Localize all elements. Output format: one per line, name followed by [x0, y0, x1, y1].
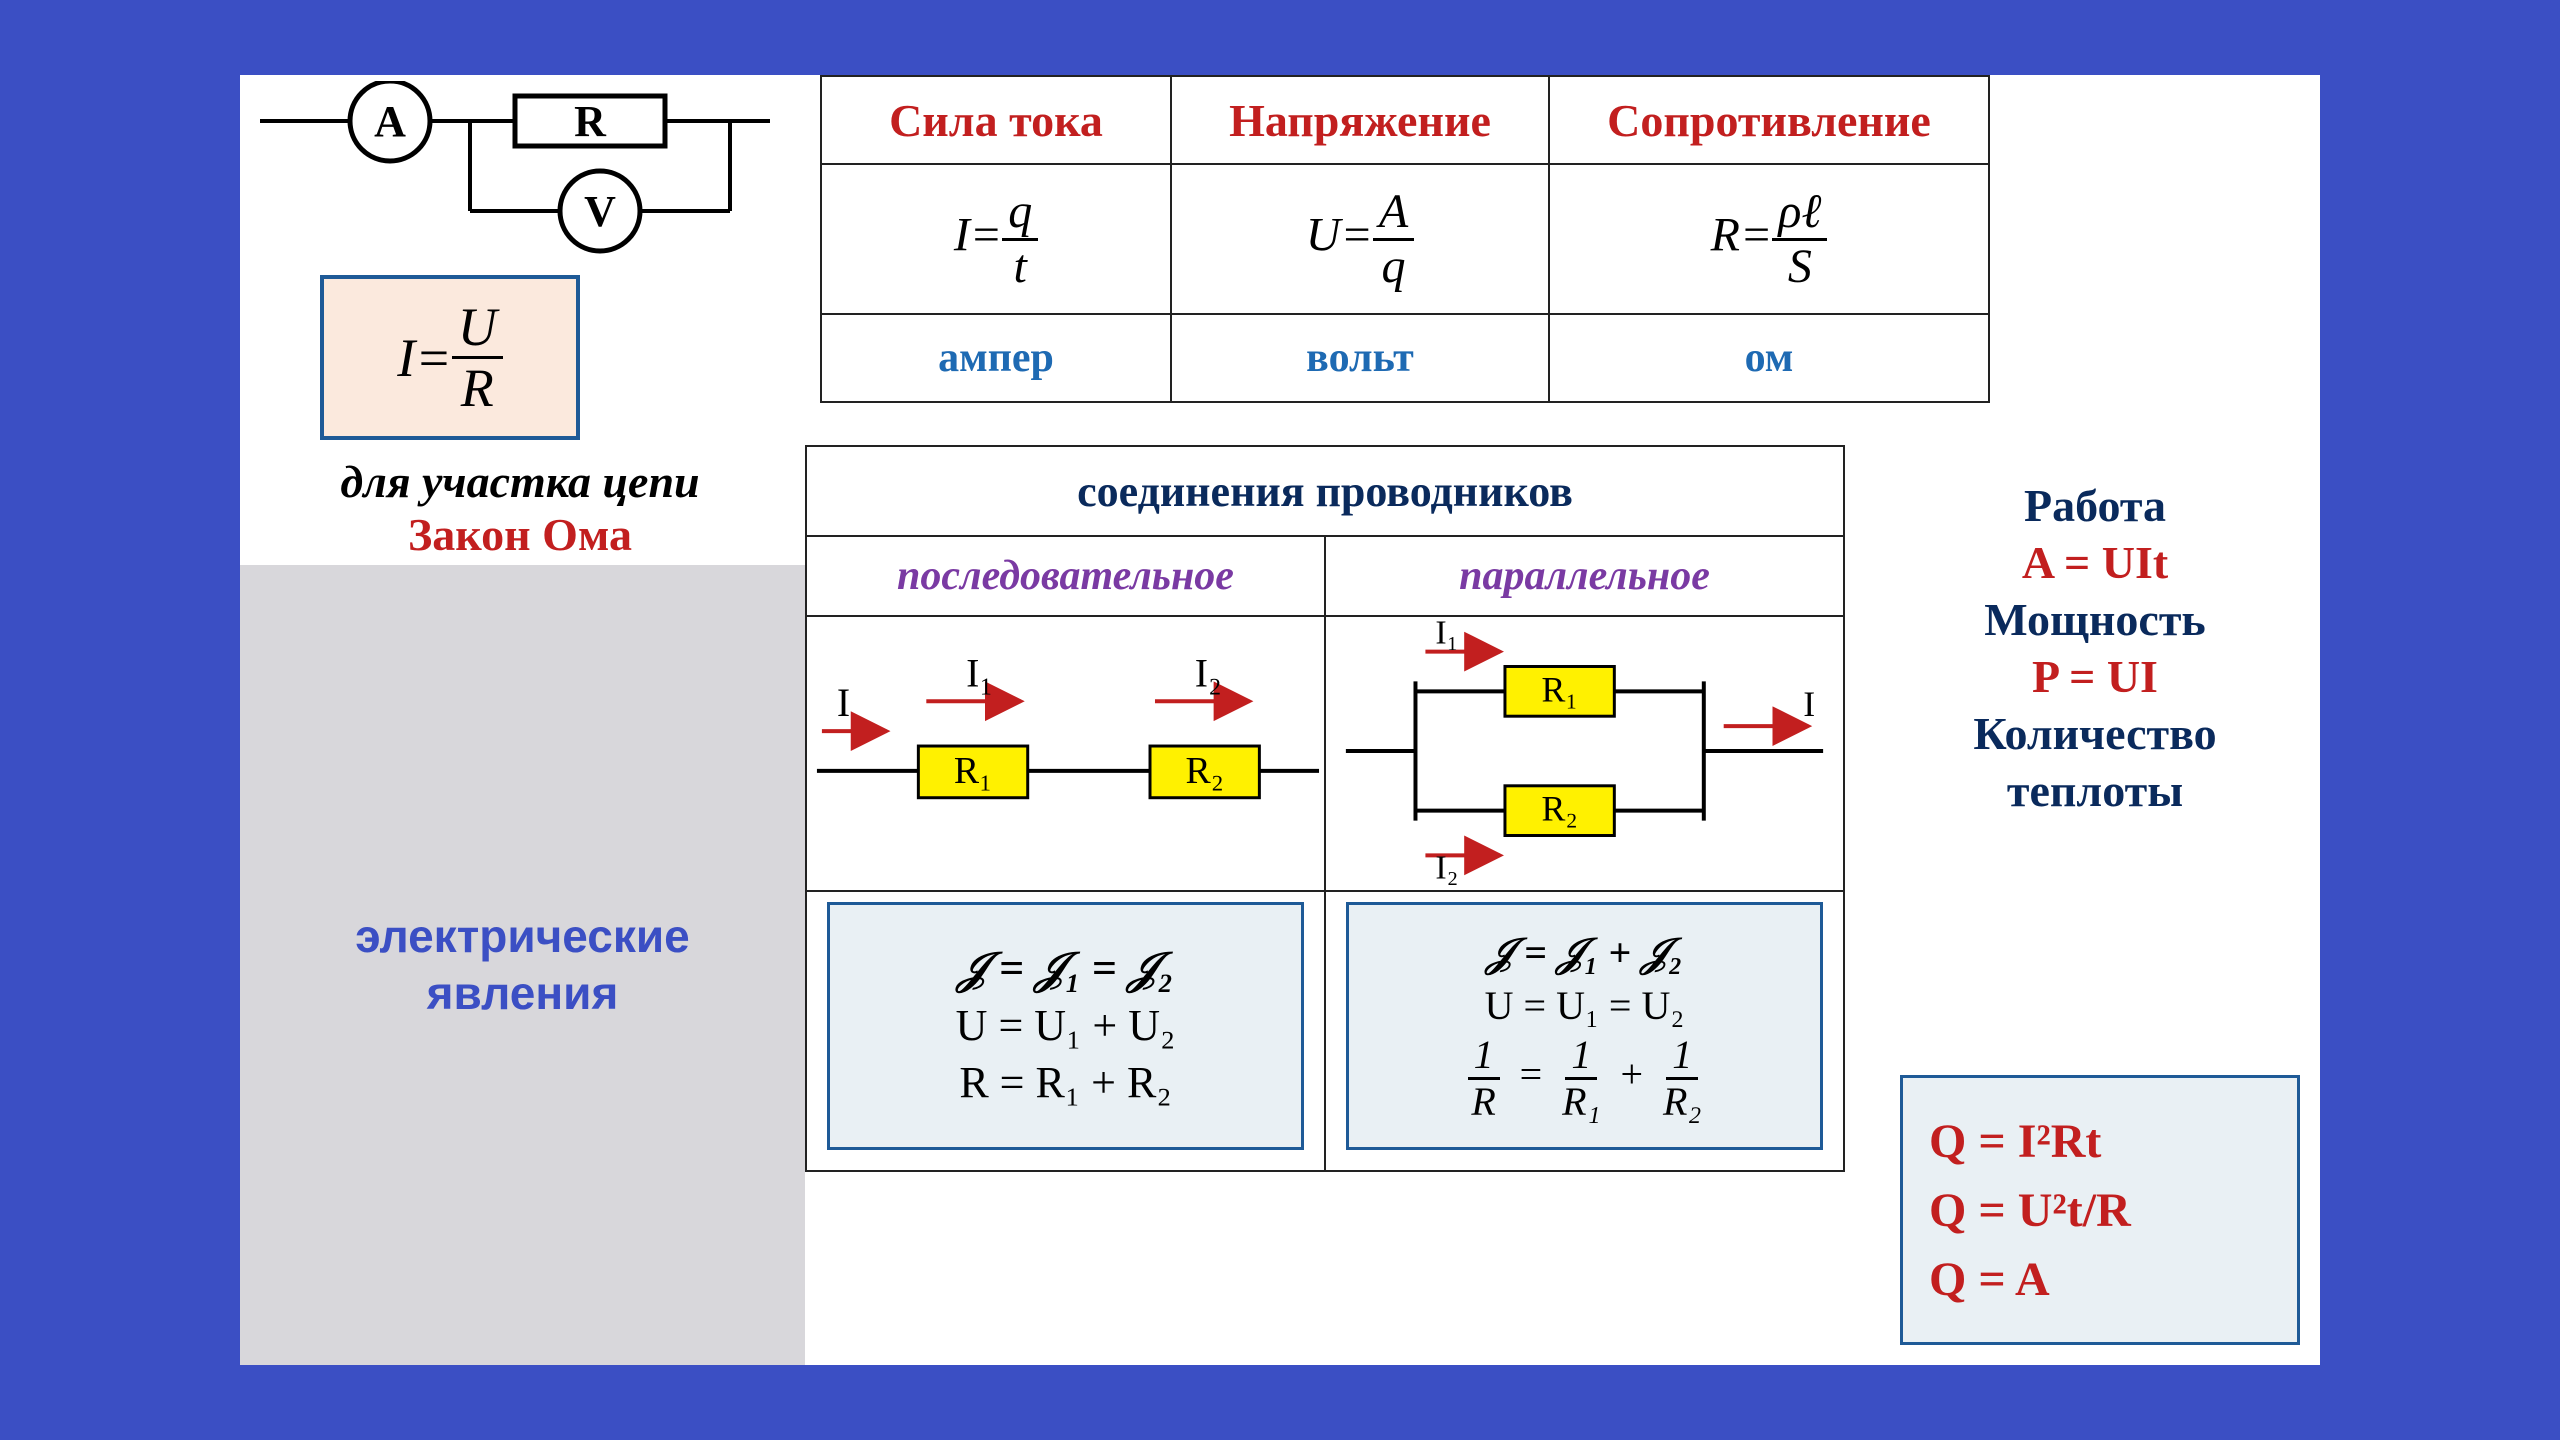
def-header-voltage: Напряжение — [1171, 76, 1549, 164]
heat-label-1: Количество — [1880, 707, 2310, 760]
definitions-table: Сила тока Напряжение Сопротивление I=qt … — [820, 75, 1990, 403]
conn-series-label: последовательное — [806, 536, 1325, 616]
q-eq-3: Q = A — [1929, 1252, 2297, 1307]
def-header-resistance: Сопротивление — [1549, 76, 1989, 164]
heat-label-2: теплоты — [1880, 764, 2310, 817]
svg-text:I₁: I₁ — [966, 651, 993, 695]
ohm-den: R — [461, 359, 494, 415]
topic-panel: электрические явления — [240, 565, 805, 1365]
series-diagram: R₁ R₂ I I₁ I₂ — [806, 616, 1325, 891]
power-eq: P = UI — [1880, 650, 2310, 703]
power-label: Мощность — [1880, 593, 2310, 646]
connections-table: соединения проводников последовательное … — [805, 445, 1845, 1172]
equals-sign: = — [415, 327, 451, 389]
conn-parallel-label: параллельное — [1325, 536, 1844, 616]
def-formula-voltage: U=Aq — [1171, 164, 1549, 314]
conn-title: соединения проводников — [806, 446, 1844, 536]
voltmeter-label: V — [584, 187, 616, 236]
svg-text:R₂: R₂ — [1541, 789, 1577, 829]
svg-text:I₂: I₂ — [1435, 849, 1458, 885]
parallel-formulas: 𝒥 = 𝒥₁ + 𝒥₂ U = U₁ = U₂ 1R = 1R₁ + 1R₂ — [1325, 891, 1844, 1171]
ohm-caption-2: Закон Ома — [240, 508, 800, 561]
def-unit-voltage: вольт — [1171, 314, 1549, 402]
work-power-column: Работа A = UIt Мощность P = UI Количеств… — [1880, 475, 2310, 821]
svg-text:R₁: R₁ — [1541, 669, 1577, 709]
svg-text:I: I — [1803, 684, 1815, 724]
def-formula-current: I=qt — [821, 164, 1171, 314]
ohms-law-caption: для участка цепи Закон Ома — [240, 455, 800, 561]
svg-text:R₁: R₁ — [954, 750, 992, 792]
heat-equations-box: Q = I²Rt Q = U²t/R Q = A — [1900, 1075, 2300, 1345]
ohm-num: U — [452, 300, 503, 359]
def-formula-resistance: R=ρℓS — [1549, 164, 1989, 314]
circuit-diagram: A R V — [260, 81, 810, 271]
work-label: Работа — [1880, 479, 2310, 532]
topic-line2: явления — [427, 967, 619, 1019]
ohm-caption-1: для участка цепи — [240, 455, 800, 508]
topic-line1: электрические — [355, 910, 690, 962]
slide: A R V I = U R для участка цепи Закон Ома… — [240, 75, 2320, 1365]
svg-text:I: I — [837, 681, 850, 725]
def-unit-current: ампер — [821, 314, 1171, 402]
svg-text:I₁: I₁ — [1435, 617, 1458, 652]
work-eq: A = UIt — [1880, 536, 2310, 589]
resistor-label: R — [574, 97, 607, 146]
q-eq-2: Q = U²t/R — [1929, 1183, 2297, 1238]
series-formulas: 𝒥 = 𝒥₁ = 𝒥₂ U = U₁ + U₂ R = R₁ + R₂ — [806, 891, 1325, 1171]
q-eq-1: Q = I²Rt — [1929, 1114, 2297, 1169]
ammeter-label: A — [374, 97, 406, 146]
ohm-lhs: I — [397, 327, 415, 389]
def-header-current: Сила тока — [821, 76, 1171, 164]
svg-text:I₂: I₂ — [1195, 651, 1222, 695]
def-unit-resistance: ом — [1549, 314, 1989, 402]
ohms-law-box: I = U R — [320, 275, 580, 440]
parallel-diagram: R₁ R₂ I₁ I₂ I — [1325, 616, 1844, 891]
svg-text:R₂: R₂ — [1186, 750, 1224, 792]
